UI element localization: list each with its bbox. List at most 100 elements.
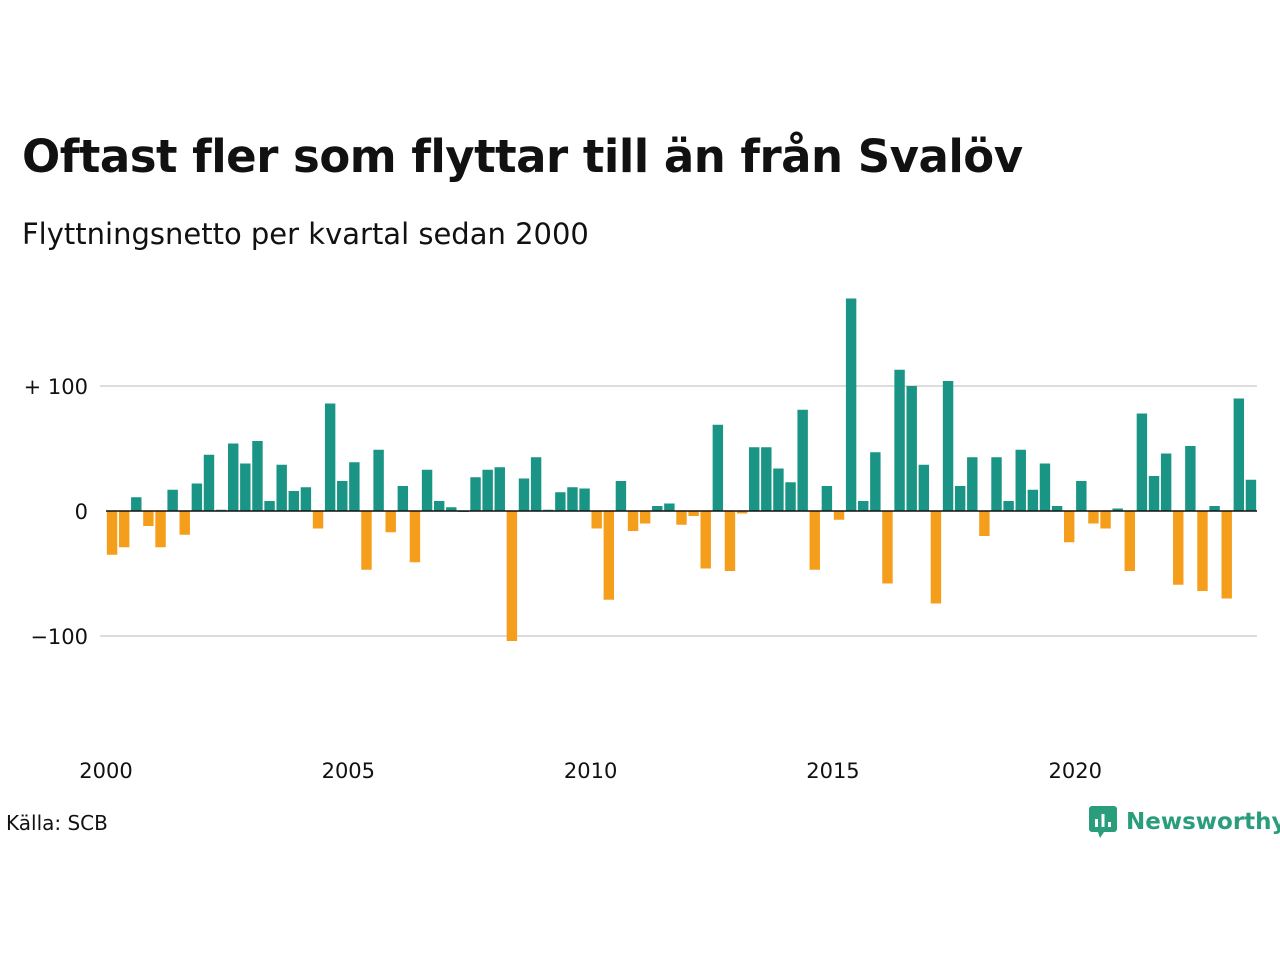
chart-title: Oftast fler som flyttar till än från Sva… <box>22 130 1023 183</box>
bar <box>833 511 845 520</box>
bar <box>906 386 917 511</box>
bar <box>736 511 748 514</box>
bar <box>167 489 178 511</box>
bar-series <box>106 298 1257 641</box>
x-tick-label: 2000 <box>79 759 132 783</box>
bar <box>1209 506 1220 511</box>
bar <box>1197 511 1208 591</box>
bar <box>930 511 942 604</box>
bar <box>324 403 336 511</box>
y-tick-label: + 100 <box>24 375 88 399</box>
bar <box>615 481 627 511</box>
bar <box>228 443 239 511</box>
bar <box>240 463 251 511</box>
x-axis-labels: 2000 2005 2010 2015 2020 <box>79 759 1102 783</box>
chart-subtitle: Flyttningsnetto per kvartal sedan 2000 <box>22 217 589 251</box>
bar <box>979 511 990 536</box>
bar <box>1124 511 1135 571</box>
bar <box>1245 479 1257 511</box>
bar <box>106 511 118 555</box>
bar <box>1076 481 1087 511</box>
bar <box>858 501 869 511</box>
source-note: Källa: SCB <box>6 811 108 835</box>
bar <box>797 409 808 511</box>
y-tick-label: 0 <box>75 500 88 524</box>
y-axis-labels: + 100 0 −100 <box>24 375 88 649</box>
bar <box>567 487 578 511</box>
bar <box>131 497 142 511</box>
bar <box>179 511 190 535</box>
bar <box>470 477 481 511</box>
bar <box>494 467 505 511</box>
bar <box>748 447 760 511</box>
bar <box>991 457 1002 511</box>
gridlines <box>100 385 1257 637</box>
bar <box>845 298 857 511</box>
bar <box>894 369 905 511</box>
bar <box>664 503 675 511</box>
bar <box>603 511 615 600</box>
bar <box>300 487 312 511</box>
bar <box>870 452 881 511</box>
bar <box>1160 453 1172 511</box>
bar <box>1088 511 1099 524</box>
bar <box>1136 413 1148 511</box>
bar <box>1221 511 1232 599</box>
bar <box>385 511 396 533</box>
bar <box>409 511 421 563</box>
bar <box>809 511 820 570</box>
brand-name: Newsworthy <box>1126 809 1280 835</box>
bar <box>1039 463 1051 511</box>
bar <box>397 486 409 511</box>
bar <box>1173 511 1184 585</box>
bar <box>724 511 736 571</box>
bar <box>700 511 711 569</box>
y-tick-label: −100 <box>30 625 88 649</box>
bar <box>349 462 360 511</box>
bar <box>1185 446 1196 511</box>
bar <box>652 506 663 511</box>
bar <box>143 511 154 526</box>
bar <box>312 511 324 529</box>
bar <box>954 486 966 511</box>
bar <box>264 501 275 511</box>
bar <box>712 424 724 511</box>
newsworthy-logo-icon <box>1089 806 1117 838</box>
bar <box>155 511 166 548</box>
bar <box>1100 511 1111 529</box>
bar <box>421 469 433 511</box>
bar <box>882 511 893 584</box>
bar <box>1148 476 1160 511</box>
bar <box>1003 501 1014 511</box>
bar <box>288 491 299 511</box>
bar <box>1051 506 1063 511</box>
bar <box>627 511 639 531</box>
bar <box>276 464 287 511</box>
bar <box>579 488 590 511</box>
bar <box>591 511 602 529</box>
bar <box>1064 511 1075 543</box>
bar <box>1233 398 1245 511</box>
x-tick-label: 2010 <box>564 759 617 783</box>
bar <box>688 511 699 516</box>
bar <box>942 381 954 511</box>
bar <box>446 507 457 511</box>
bar <box>761 447 772 511</box>
x-tick-label: 2005 <box>322 759 375 783</box>
bar <box>191 483 203 511</box>
bar <box>506 511 518 641</box>
bar <box>785 482 796 511</box>
bar <box>639 511 651 524</box>
x-tick-label: 2020 <box>1049 759 1102 783</box>
bar <box>373 449 384 511</box>
brand-logo[interactable]: Newsworthy <box>1088 804 1280 840</box>
bar <box>821 486 833 511</box>
bar <box>676 511 687 525</box>
bar <box>530 457 542 511</box>
bar <box>1027 489 1039 511</box>
bar <box>337 481 348 511</box>
bar <box>118 511 130 548</box>
bar <box>361 511 372 570</box>
bar <box>555 492 566 511</box>
